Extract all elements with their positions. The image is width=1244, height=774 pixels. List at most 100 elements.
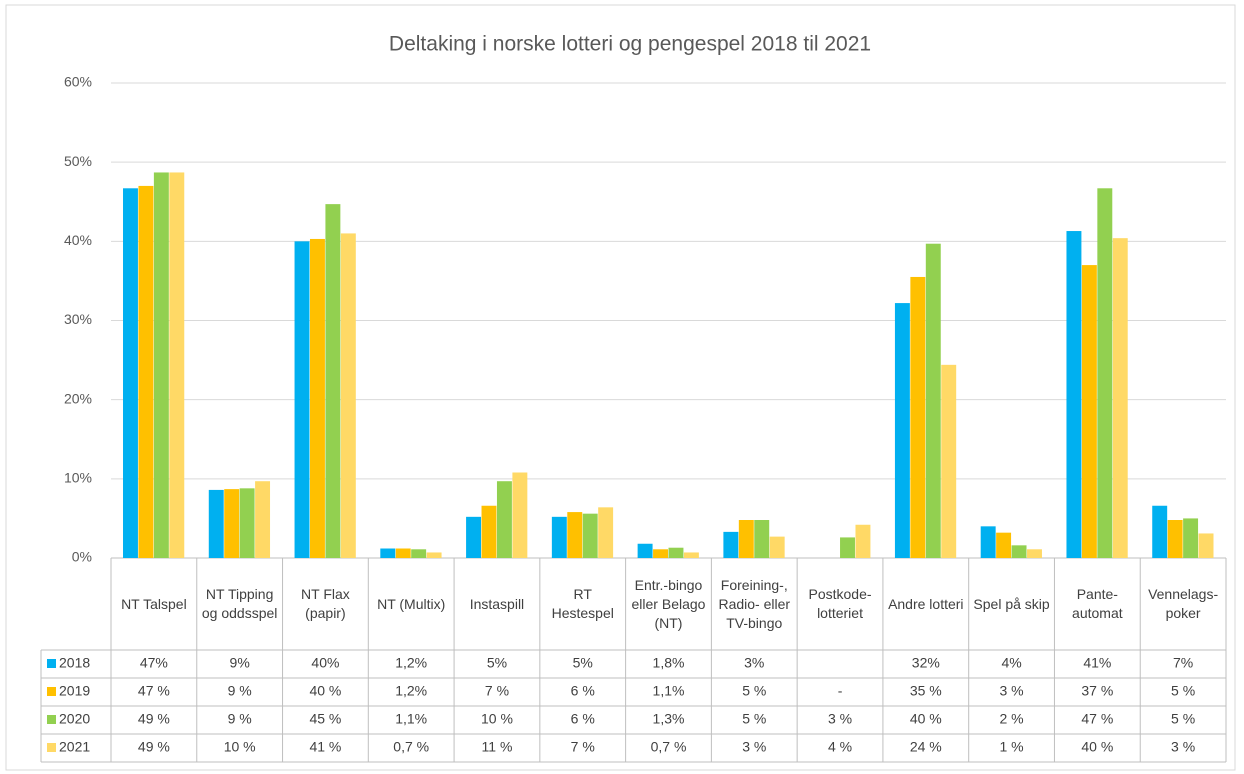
- bar: [582, 513, 598, 558]
- bar: [255, 481, 271, 558]
- bar: [738, 520, 754, 558]
- bar: [294, 241, 310, 559]
- bar: [153, 172, 169, 559]
- bar: [340, 233, 356, 558]
- table-value: 10 %: [224, 739, 256, 755]
- category-label: Pante-automat: [1072, 586, 1123, 621]
- table-value: 0,7 %: [651, 739, 687, 755]
- table-value: 5 %: [742, 711, 766, 727]
- bar: [1081, 265, 1097, 558]
- bar: [653, 549, 668, 558]
- table-value: 3%: [744, 655, 764, 671]
- bar: [123, 188, 138, 558]
- legend-swatch: [47, 659, 56, 668]
- bar: [481, 505, 497, 558]
- bar: [138, 185, 154, 558]
- table-value: 9 %: [228, 711, 252, 727]
- bar: [1011, 545, 1027, 558]
- bar: [411, 549, 427, 558]
- table-value: 7 %: [485, 683, 509, 699]
- table-value: 7%: [1173, 655, 1193, 671]
- legend-swatch: [47, 687, 56, 696]
- legend-label: 2018: [59, 655, 90, 671]
- y-tick-label: 0%: [72, 549, 92, 565]
- table-value: 49 %: [138, 739, 170, 755]
- table-value: 49 %: [138, 711, 170, 727]
- bar: [239, 488, 255, 558]
- legend-label: 2021: [59, 739, 90, 755]
- table-value: 47%: [140, 655, 168, 671]
- bar: [941, 364, 957, 558]
- table-value: 9 %: [228, 683, 252, 699]
- legend-swatch: [47, 743, 56, 752]
- table-value: 4%: [1001, 655, 1021, 671]
- bar: [1066, 231, 1082, 558]
- table-value: 5%: [573, 655, 593, 671]
- table-value: 7 %: [571, 739, 595, 755]
- chart-frame: [5, 4, 1236, 771]
- y-tick-label: 30%: [64, 311, 92, 327]
- table-value: 32%: [912, 655, 940, 671]
- table-value: 10 %: [481, 711, 513, 727]
- table-value: 40%: [311, 655, 339, 671]
- bar: [1183, 518, 1199, 558]
- bar: [224, 489, 240, 558]
- legend-label: 2019: [59, 683, 90, 699]
- bar: [309, 238, 325, 559]
- category-label: Spel på skip: [973, 595, 1050, 612]
- table-value: 47 %: [138, 683, 170, 699]
- bar: [637, 543, 653, 558]
- category-label: Vennelags-poker: [1148, 586, 1219, 621]
- table-value: 5 %: [1171, 711, 1195, 727]
- bar: [980, 526, 996, 558]
- category-label: Instaspill: [469, 595, 525, 612]
- table-value: 41 %: [309, 739, 341, 755]
- bar: [683, 552, 699, 558]
- bar: [169, 172, 185, 559]
- bar: [466, 516, 482, 558]
- table-value: 24 %: [910, 739, 942, 755]
- bar: [840, 537, 855, 558]
- table-value: 40 %: [309, 683, 341, 699]
- category-label: Foreining-, Radio- eller TV-bingo: [718, 576, 791, 631]
- table-value: -: [838, 683, 843, 699]
- bar: [925, 243, 941, 559]
- bar: [325, 204, 341, 558]
- bar: [426, 552, 442, 558]
- table-value: 5 %: [1171, 683, 1195, 699]
- table-value: 35 %: [910, 683, 942, 699]
- table-value: 47 %: [1081, 711, 1113, 727]
- bar: [512, 472, 528, 558]
- bar: [395, 548, 411, 558]
- bar: [1097, 188, 1113, 558]
- table-value: 1,3%: [653, 711, 685, 727]
- y-tick-label: 50%: [64, 153, 92, 169]
- category-label: Andre lotteri: [888, 595, 964, 612]
- bar: [1112, 238, 1128, 558]
- legend-label: 2020: [59, 711, 90, 727]
- bar: [910, 276, 926, 558]
- y-tick-label: 60%: [64, 74, 92, 90]
- category-label: RT Hestespel: [551, 586, 614, 621]
- bar: [754, 520, 770, 558]
- y-tick-label: 20%: [64, 390, 92, 406]
- table-value: 6 %: [571, 711, 595, 727]
- bar: [723, 531, 739, 558]
- bar: [551, 516, 567, 558]
- table-value: 1,2%: [395, 683, 427, 699]
- table-value: 4 %: [828, 739, 852, 755]
- table-value: 3 %: [742, 739, 766, 755]
- chart-title: Deltaking i norske lotteri og pengespel …: [389, 33, 871, 56]
- table-value: 11 %: [482, 739, 513, 755]
- category-label: Entr.-bingo eller Belago (NT): [631, 576, 706, 631]
- bar: [668, 547, 684, 558]
- table-value: 41%: [1083, 655, 1111, 671]
- table-value: 40 %: [1081, 739, 1113, 755]
- table-value: 3 %: [828, 711, 852, 727]
- table-value: 37 %: [1081, 683, 1113, 699]
- bar: [1152, 505, 1168, 558]
- table-value: 1,8%: [653, 655, 685, 671]
- category-label: NT (Multix): [377, 595, 446, 612]
